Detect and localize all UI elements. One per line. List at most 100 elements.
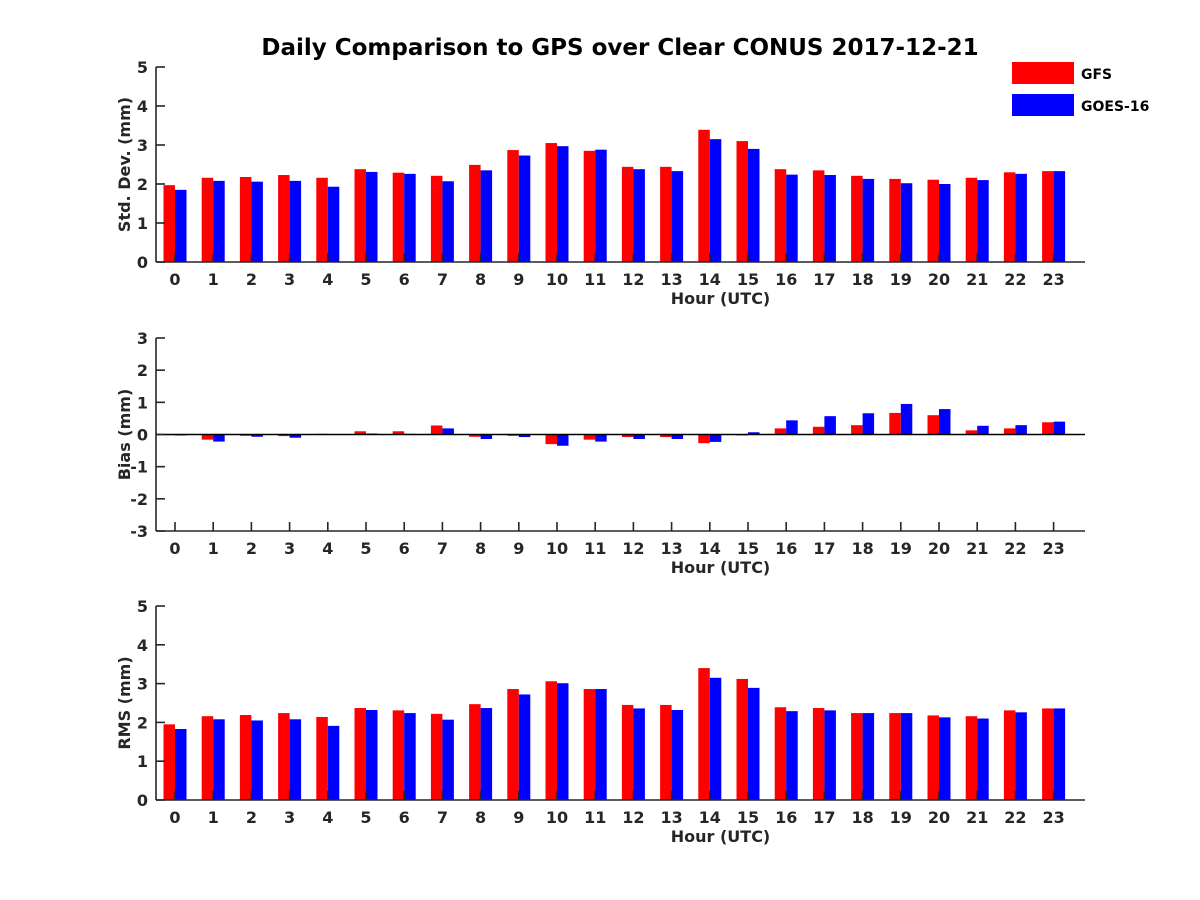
bar-goes16-hour-23 [1053, 708, 1066, 800]
bar-goes16-hour-6 [404, 713, 416, 800]
bar-goes16-hour-0 [175, 729, 187, 800]
x-tick-label: 22 [1004, 808, 1026, 827]
bar-goes16-hour-8 [480, 708, 493, 800]
bar-goes16-hour-21 [977, 718, 989, 800]
x-tick-label: 1 [208, 539, 219, 558]
y-tick-label: 0 [137, 791, 148, 810]
x-tick-label: 6 [399, 539, 410, 558]
x-tick-label: 10 [546, 270, 568, 289]
bar-goes16-hour-19 [900, 403, 913, 435]
bar-goes16-hour-23 [1053, 421, 1066, 435]
x-axis-label: Hour (UTC) [671, 558, 771, 577]
bar-goes16-hour-23 [1053, 171, 1066, 262]
bar-goes16-hour-11 [595, 434, 607, 442]
bar-gfs-hour-7 [430, 713, 443, 800]
y-tick-label: 0 [137, 426, 148, 445]
bar-gfs-hour-0 [163, 724, 175, 800]
bar-gfs-hour-20 [927, 179, 939, 262]
y-tick-label: 2 [137, 361, 148, 380]
bar-goes16-hour-20 [939, 717, 951, 800]
x-tick-label: 12 [622, 539, 644, 558]
x-tick-label: 1 [208, 270, 219, 289]
bar-goes16-hour-15 [748, 148, 760, 262]
x-tick-label: 16 [775, 539, 797, 558]
bar-goes16-hour-2 [251, 181, 263, 262]
x-tick-label: 10 [546, 808, 568, 827]
bar-goes16-hour-7 [442, 719, 454, 800]
x-tick-label: 0 [169, 808, 180, 827]
x-tick-label: 2 [246, 270, 257, 289]
y-tick-label: 2 [137, 713, 148, 732]
x-tick-label: 0 [169, 270, 180, 289]
bar-goes16-hour-14 [709, 139, 722, 262]
x-tick-label: 14 [699, 539, 721, 558]
x-tick-label: 6 [399, 808, 410, 827]
x-tick-label: 7 [437, 270, 448, 289]
x-tick-label: 15 [737, 539, 759, 558]
bar-goes16-hour-13 [671, 434, 684, 439]
x-tick-label: 17 [813, 539, 835, 558]
bar-goes16-hour-9 [518, 434, 531, 438]
bar-goes16-hour-7 [442, 428, 454, 435]
bar-goes16-hour-19 [900, 183, 913, 262]
bar-gfs-hour-22 [1003, 710, 1016, 800]
y-tick-label: 5 [137, 58, 148, 77]
bar-gfs-hour-3 [278, 713, 290, 800]
x-axis-label: Hour (UTC) [671, 289, 771, 308]
x-tick-label: 22 [1004, 270, 1026, 289]
x-tick-label: 19 [890, 539, 912, 558]
x-tick-label: 11 [584, 270, 606, 289]
legend-label-gfs: GFS [1081, 67, 1112, 83]
bar-gfs-hour-3 [278, 434, 290, 437]
bar-gfs-hour-6 [392, 431, 405, 435]
bar-gfs-hour-16 [774, 707, 787, 800]
bar-gfs-hour-0 [163, 185, 175, 262]
x-tick-label: 2 [246, 539, 257, 558]
bar-gfs-hour-19 [889, 412, 901, 435]
x-tick-label: 8 [475, 808, 486, 827]
bar-goes16-hour-3 [289, 434, 302, 438]
bar-gfs-hour-6 [392, 172, 405, 262]
x-tick-label: 21 [966, 539, 988, 558]
x-tick-label: 4 [322, 270, 333, 289]
y-axis-label: Std. Dev. (mm) [115, 97, 134, 232]
bar-goes16-hour-0 [175, 189, 187, 262]
bar-gfs-hour-15 [736, 678, 748, 800]
x-tick-label: 1 [208, 808, 219, 827]
x-tick-label: 11 [584, 808, 606, 827]
bar-goes16-hour-19 [900, 713, 913, 800]
bar-goes16-hour-6 [404, 173, 416, 262]
y-tick-label: 3 [137, 136, 148, 155]
x-tick-label: 23 [1042, 270, 1064, 289]
bar-goes16-hour-7 [442, 181, 454, 262]
legend-label-goes16: GOES-16 [1081, 99, 1149, 115]
x-tick-label: 4 [322, 539, 333, 558]
bar-goes16-hour-16 [786, 174, 798, 262]
bar-gfs-hour-5 [354, 169, 366, 262]
x-tick-label: 17 [813, 808, 835, 827]
bar-gfs-hour-12 [621, 166, 634, 262]
bar-goes16-hour-2 [251, 720, 263, 800]
bar-gfs-hour-18 [851, 425, 863, 435]
bar-gfs-hour-8 [469, 704, 481, 800]
y-tick-label: 1 [137, 214, 148, 233]
x-tick-label: 8 [475, 539, 486, 558]
x-tick-label: 16 [775, 808, 797, 827]
bar-goes16-hour-16 [786, 711, 798, 800]
bar-gfs-hour-2 [239, 715, 252, 800]
x-tick-label: 13 [660, 808, 682, 827]
y-tick-label: 1 [137, 752, 148, 771]
bar-gfs-hour-22 [1003, 428, 1016, 435]
bar-gfs-hour-8 [469, 434, 481, 437]
x-tick-label: 13 [660, 539, 682, 558]
bar-goes16-hour-9 [518, 694, 531, 800]
y-axis-label: RMS (mm) [115, 656, 134, 749]
x-tick-label: 7 [437, 808, 448, 827]
x-tick-label: 3 [284, 270, 295, 289]
bar-goes16-hour-11 [595, 689, 607, 800]
bar-gfs-hour-19 [889, 178, 901, 262]
bar-gfs-hour-10 [545, 681, 557, 800]
bar-goes16-hour-20 [939, 409, 951, 435]
